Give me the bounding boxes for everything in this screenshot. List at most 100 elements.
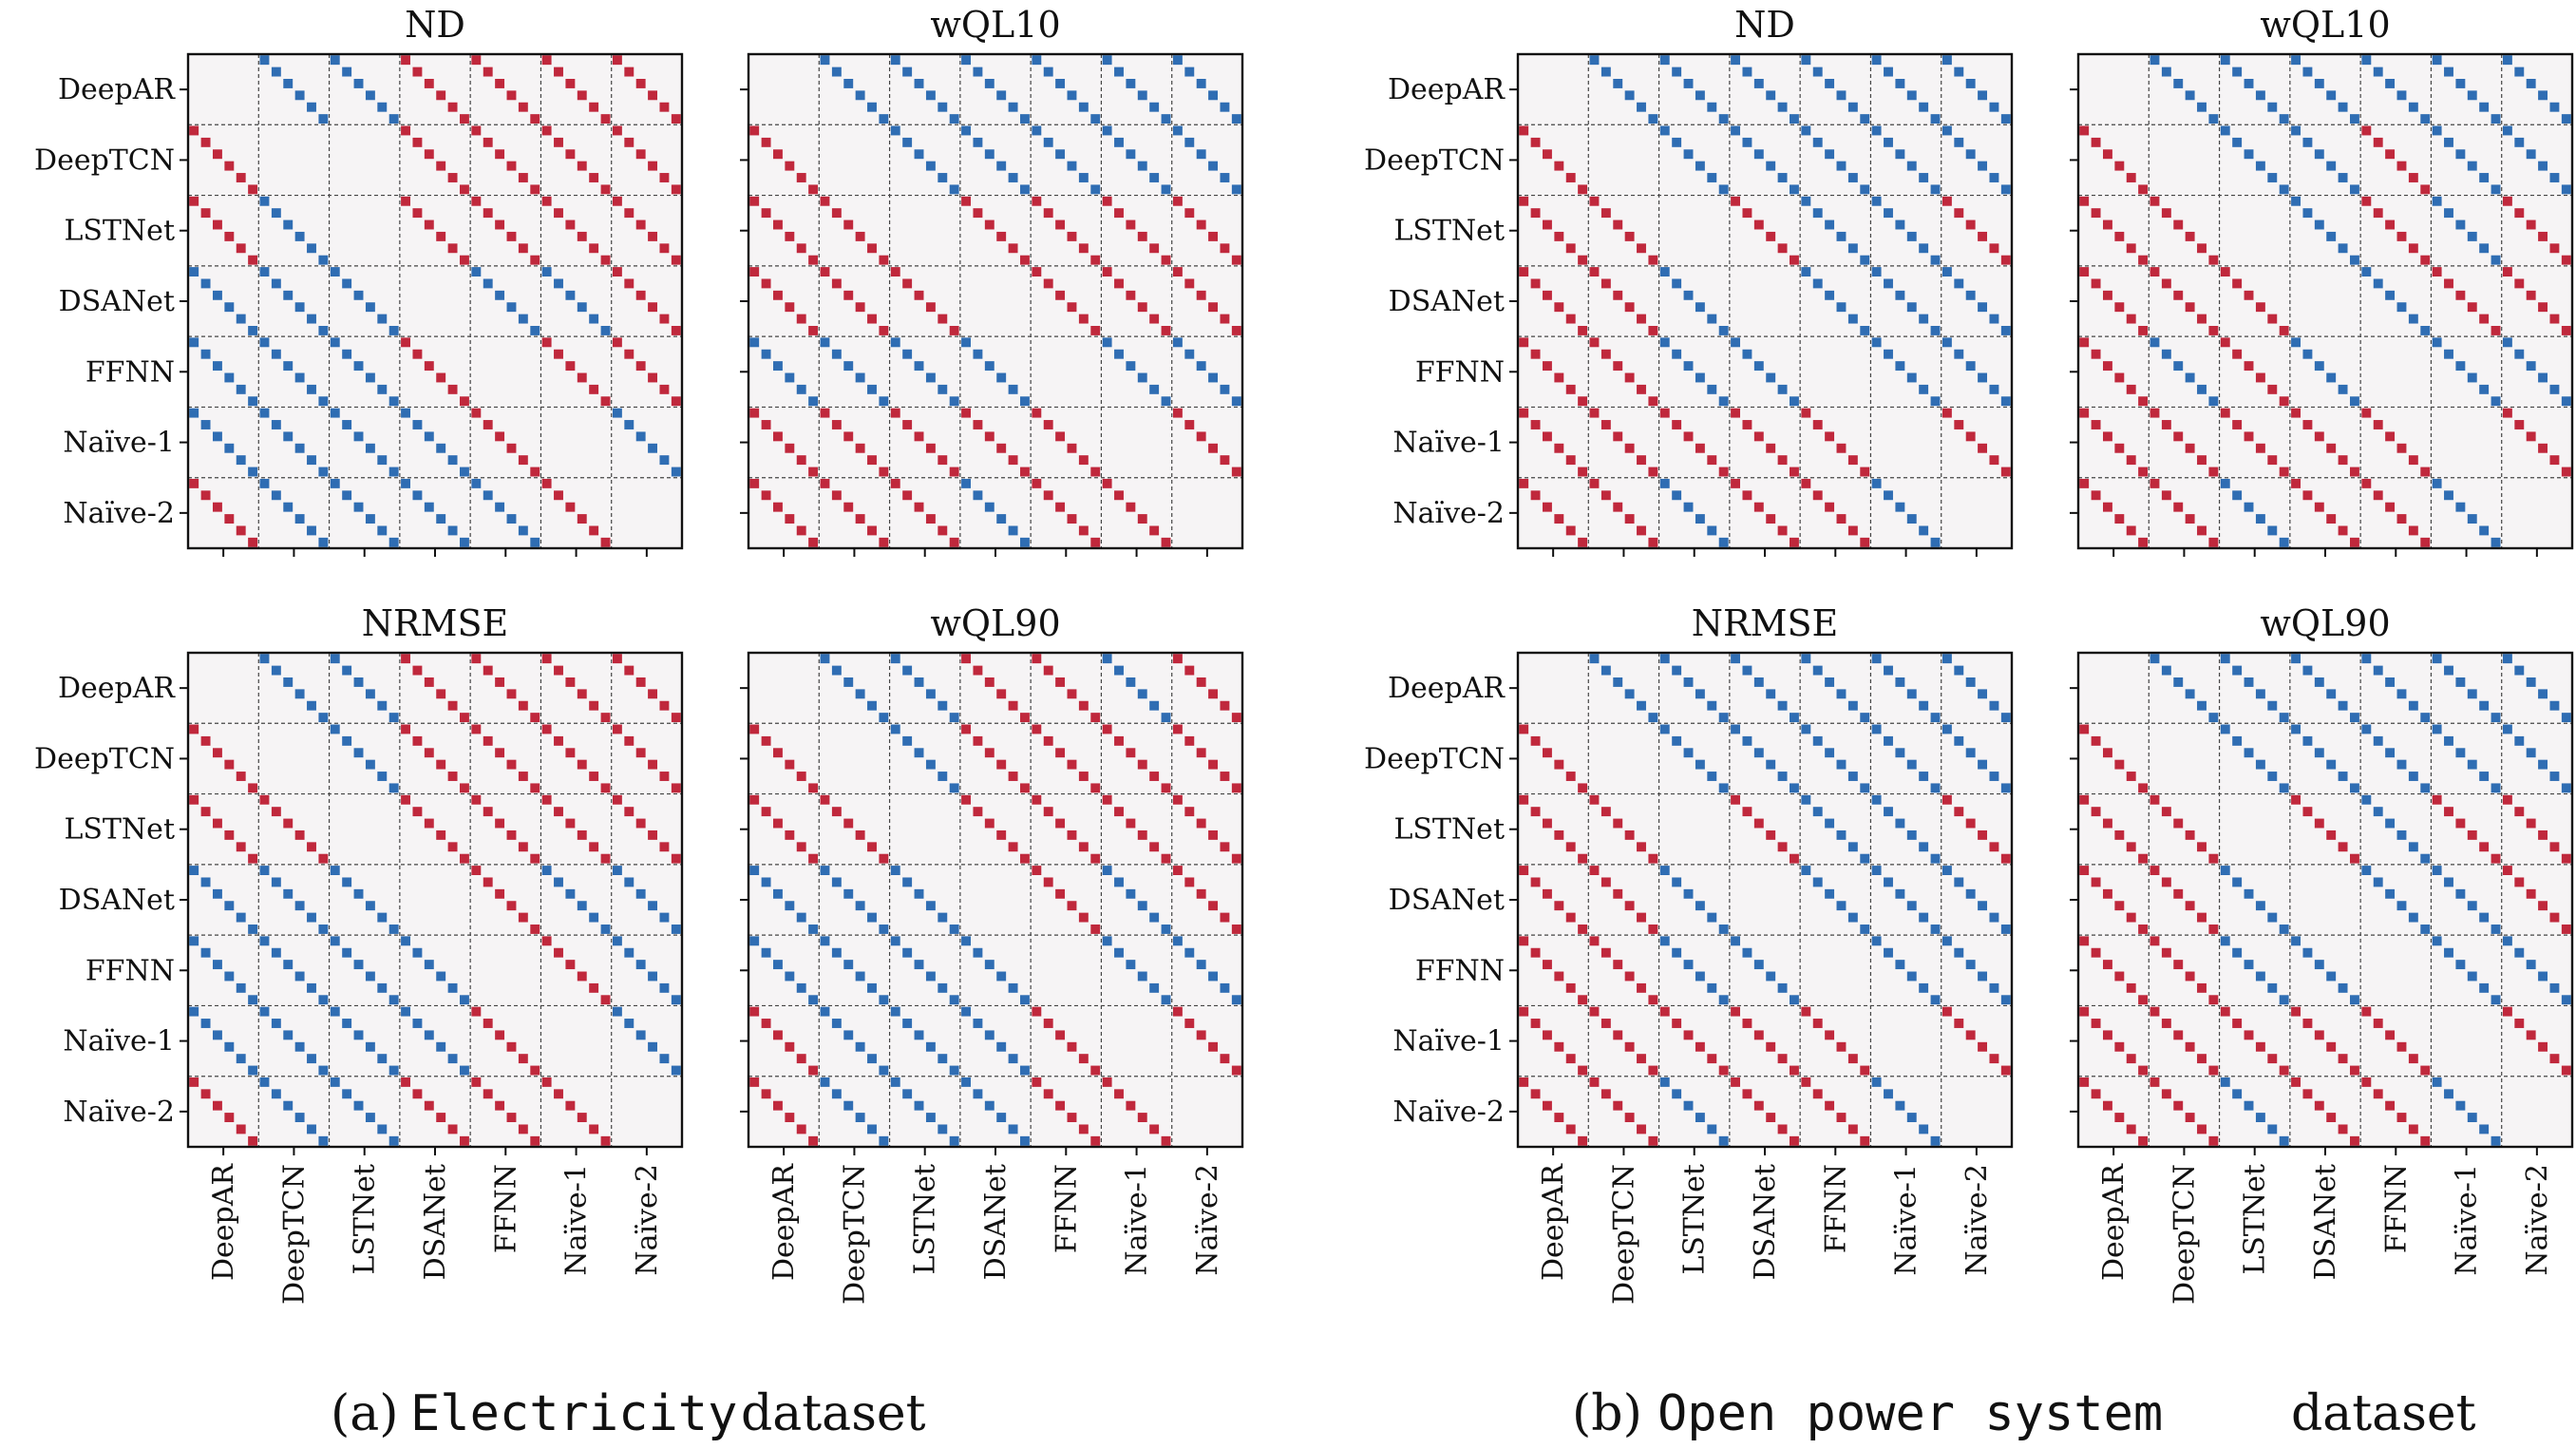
cell-naïve-1-vs-ffnn	[1067, 1041, 1077, 1052]
cell-naïve-1-vs-lstnet	[949, 1065, 959, 1076]
cell-naïve-1-vs-deepar	[1543, 1030, 1552, 1040]
cell-deepar-vs-lstnet	[330, 55, 340, 66]
cell-ffnn-vs-lstnet	[2267, 982, 2278, 993]
cell-deepar-vs-naïve-2	[659, 700, 670, 711]
cell-deepar-vs-lstnet	[388, 114, 399, 124]
cell-naïve-2-vs-ffnn	[1836, 514, 1847, 524]
cell-ffnn-vs-naïve-1	[1895, 960, 1905, 970]
cell-naïve-1-vs-deepar	[2079, 1006, 2090, 1017]
cell-dsanet-vs-deeptcn	[1624, 901, 1635, 911]
cell-dsanet-vs-naïve-1	[1126, 888, 1136, 899]
cell-deepar-vs-dsanet	[1742, 67, 1752, 77]
cell-dsanet-vs-naïve-1	[1102, 866, 1112, 875]
cell-deeptcn-vs-naïve-1	[2455, 149, 2466, 160]
cell-naïve-2-vs-ffnn	[2373, 1089, 2383, 1099]
cell-deeptcn-vs-ffnn	[2373, 735, 2383, 746]
cell-deeptcn-vs-dsanet	[412, 137, 423, 147]
cell-ffnn-vs-naïve-2	[1978, 971, 1987, 982]
cell-naïve-1-vs-lstnet	[2232, 1019, 2243, 1028]
cell-ffnn-vs-dsanet	[961, 337, 971, 348]
cell-lstnet-vs-naïve-1	[2432, 196, 2442, 206]
cell-naïve-2-vs-dsanet	[2314, 1100, 2324, 1111]
cell-naïve-1-vs-dsanet	[2338, 1054, 2348, 1064]
cell-naïve-2-vs-ffnn	[1067, 514, 1077, 524]
cell-ffnn-vs-naïve-2	[659, 384, 670, 394]
cell-lstnet-vs-naïve-2	[659, 243, 670, 254]
cell-deeptcn-vs-deepar	[2126, 772, 2136, 781]
cell-lstnet-vs-ffnn	[2361, 794, 2372, 805]
cell-naïve-2-vs-dsanet	[1731, 478, 1740, 488]
cell-naïve-2-vs-deepar	[749, 1077, 760, 1087]
cell-dsanet-vs-ffnn	[2396, 302, 2407, 313]
cell-naïve-2-vs-ffnn	[2385, 1100, 2396, 1111]
cell-dsanet-vs-deepar	[1543, 888, 1552, 899]
cell-naïve-2-vs-naïve-1	[554, 490, 563, 501]
cell-deeptcn-vs-naïve-2	[1196, 748, 1206, 758]
cell-dsanet-vs-deeptcn	[259, 866, 270, 875]
cell-ffnn-vs-deeptcn	[820, 337, 830, 348]
cell-ffnn-vs-naïve-2	[624, 947, 635, 958]
cell-lstnet-vs-naïve-1	[2467, 829, 2477, 840]
cell-deeptcn-vs-deepar	[2138, 783, 2149, 793]
cell-naïve-2-vs-naïve-1	[2479, 525, 2490, 536]
cell-ffnn-vs-dsanet	[2314, 960, 2324, 970]
cell-deeptcn-vs-ffnn	[2361, 125, 2372, 136]
cell-naïve-1-vs-deeptcn	[843, 1030, 854, 1040]
cell-naïve-2-vs-naïve-1	[2467, 514, 2477, 524]
cell-deeptcn-vs-deepar	[248, 783, 258, 793]
cell-naïve-1-vs-lstnet	[1672, 1019, 1682, 1028]
cell-naïve-2-vs-dsanet	[1742, 1089, 1752, 1099]
cell-deepar-vs-ffnn	[1043, 67, 1053, 77]
cell-lstnet-vs-deeptcn	[831, 208, 842, 219]
cell-naïve-2-vs-deeptcn	[1601, 1089, 1611, 1099]
cell-deeptcn-vs-dsanet	[1008, 173, 1018, 182]
cell-deepar-vs-deeptcn	[2161, 67, 2171, 77]
cell-naïve-2-vs-lstnet	[2279, 537, 2289, 547]
cell-deepar-vs-lstnet	[377, 102, 388, 112]
cell-naïve-1-vs-lstnet	[902, 1019, 913, 1028]
cell-naïve-2-vs-deepar	[1578, 537, 1588, 547]
cell-lstnet-vs-deeptcn	[1601, 807, 1611, 817]
cell-naïve-1-vs-naïve-2	[2538, 1041, 2548, 1052]
cell-naïve-2-vs-lstnet	[1718, 1135, 1729, 1146]
cell-lstnet-vs-naïve-2	[2549, 243, 2560, 254]
panel-2-nrmse: NRMSEDeepARDeepARDeepTCNDeepTCNLSTNetLST…	[1364, 602, 2014, 1305]
cell-lstnet-vs-deeptcn	[831, 807, 842, 817]
cell-deepar-vs-deeptcn	[2173, 79, 2184, 88]
cell-deeptcn-vs-dsanet	[447, 173, 458, 182]
cell-lstnet-vs-naïve-1	[2455, 219, 2466, 230]
cell-naïve-2-vs-deepar	[1565, 525, 1576, 536]
cell-lstnet-vs-ffnn	[1860, 255, 1870, 265]
cell-naïve-2-vs-deepar	[189, 1077, 199, 1087]
cell-ffnn-vs-naïve-2	[2502, 936, 2512, 946]
cell-naïve-1-vs-lstnet	[2232, 420, 2243, 429]
cell-deepar-vs-lstnet	[1683, 677, 1694, 687]
cell-deepar-vs-deeptcn	[1613, 79, 1623, 88]
cell-naïve-2-vs-ffnn	[1836, 1113, 1847, 1122]
cell-lstnet-vs-naïve-2	[2549, 842, 2560, 852]
cell-naïve-1-vs-ffnn	[1801, 408, 1811, 418]
cell-ffnn-vs-deepar	[2114, 372, 2125, 383]
cell-deepar-vs-naïve-2	[2561, 114, 2571, 124]
cell-deepar-vs-ffnn	[2396, 689, 2407, 699]
cell-naïve-1-vs-naïve-2	[1941, 1006, 1952, 1017]
cell-naïve-2-vs-lstnet	[377, 525, 388, 536]
cell-ffnn-vs-naïve-1	[2432, 936, 2442, 946]
cell-deeptcn-vs-naïve-2	[1196, 149, 1206, 160]
cell-naïve-1-vs-deepar	[808, 1065, 819, 1076]
cell-naïve-2-vs-ffnn	[1043, 1089, 1053, 1099]
cell-naïve-2-vs-lstnet	[890, 478, 900, 488]
cell-naïve-1-vs-deeptcn	[1624, 443, 1635, 453]
cell-ffnn-vs-deepar	[761, 349, 771, 359]
cell-dsanet-vs-deeptcn	[843, 888, 854, 899]
cell-dsanet-vs-ffnn	[1055, 290, 1066, 300]
cell-deeptcn-vs-dsanet	[436, 759, 446, 770]
cell-lstnet-vs-ffnn	[1032, 794, 1042, 805]
cell-naïve-1-vs-deepar	[2114, 443, 2125, 453]
cell-naïve-2-vs-deeptcn	[831, 490, 842, 501]
cell-naïve-2-vs-naïve-1	[554, 1089, 563, 1099]
cell-naïve-1-vs-ffnn	[2385, 1030, 2396, 1040]
cell-deepar-vs-ffnn	[2420, 114, 2431, 124]
cell-naïve-2-vs-lstnet	[914, 1100, 924, 1111]
cell-ffnn-vs-naïve-1	[1137, 372, 1147, 383]
